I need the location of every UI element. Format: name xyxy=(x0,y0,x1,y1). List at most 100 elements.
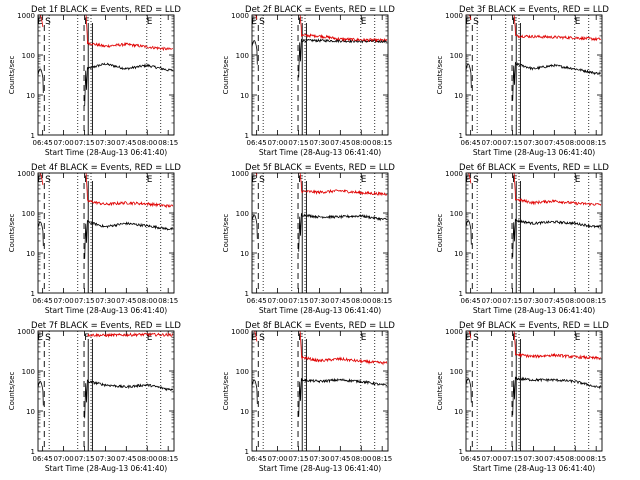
plot-frame xyxy=(37,172,175,294)
events-series-line xyxy=(512,62,602,101)
events-series-line xyxy=(298,213,388,252)
event-marker-label: S xyxy=(473,333,479,343)
y-axis-label: Counts/sec xyxy=(222,56,230,95)
y-axis-label: Counts/sec xyxy=(222,214,230,253)
x-tick-label: 07:30 xyxy=(309,297,329,305)
panel-det-7: Det 7f BLACK = Events, RED = LLD Counts/s… xyxy=(8,321,181,473)
panel-det-3: Det 3f BLACK = Events, RED = LLD Counts/s… xyxy=(436,5,609,157)
event-marker-label: E xyxy=(575,333,581,343)
x-tick-label: 08:15 xyxy=(158,297,178,305)
x-tick-label: 08:15 xyxy=(158,139,178,147)
x-tick-label: 07:15 xyxy=(74,139,94,147)
event-marker-label: E xyxy=(251,17,257,27)
event-marker-label: S xyxy=(259,17,265,27)
x-tick-label: 07:15 xyxy=(502,455,522,463)
x-tick-label: 07:45 xyxy=(116,297,136,305)
x-tick-label: 07:00 xyxy=(267,139,287,147)
event-marker-label: E xyxy=(37,333,43,343)
y-axis-label: Counts/sec xyxy=(436,56,444,95)
plot-frame xyxy=(251,14,389,136)
x-tick-label: 07:30 xyxy=(95,455,115,463)
x-tick-label: 07:00 xyxy=(53,297,73,305)
event-marker-label: E xyxy=(147,333,153,343)
x-tick-label: 06:45 xyxy=(461,455,481,463)
y-axis-label: Counts/sec xyxy=(436,214,444,253)
x-axis-label: Start Time (28-Aug-13 06:41:40) xyxy=(473,306,595,315)
x-tick-label: 07:00 xyxy=(53,455,73,463)
lld-series-line xyxy=(298,172,388,197)
events-series-line xyxy=(84,220,173,259)
y-tick-label: 1 xyxy=(459,290,463,298)
x-axis-label: Start Time (28-Aug-13 06:41:40) xyxy=(45,148,167,157)
event-marker-label: E xyxy=(361,333,367,343)
events-series-line xyxy=(37,68,44,94)
x-tick-label: 08:15 xyxy=(372,139,392,147)
y-tick-label: 1 xyxy=(459,448,463,456)
x-tick-label: 07:15 xyxy=(288,139,308,147)
x-tick-label: 07:15 xyxy=(502,297,522,305)
y-tick-label: 1 xyxy=(245,290,249,298)
y-tick-label: 100 xyxy=(450,52,463,60)
events-series-line xyxy=(512,218,602,258)
panel-title: Det 9f BLACK = Events, RED = LLD xyxy=(459,321,609,331)
x-tick-label: 07:30 xyxy=(95,139,115,147)
y-tick-label: 1000 xyxy=(231,328,249,336)
panel-title: Det 7f BLACK = Events, RED = LLD xyxy=(31,321,181,331)
panel-title: Det 6f BLACK = Events, RED = LLD xyxy=(459,163,609,173)
x-tick-label: 08:00 xyxy=(351,139,371,147)
x-tick-label: 07:45 xyxy=(330,297,350,305)
y-axis-label: Counts/sec xyxy=(8,214,16,253)
events-series-line xyxy=(251,39,258,65)
x-tick-label: 08:00 xyxy=(351,297,371,305)
x-tick-label: 07:00 xyxy=(53,139,73,147)
x-tick-label: 07:00 xyxy=(481,455,501,463)
lld-series-line xyxy=(512,172,602,206)
y-tick-label: 1 xyxy=(31,290,35,298)
x-tick-label: 07:15 xyxy=(288,297,308,305)
events-series-line xyxy=(465,63,472,89)
event-marker-label: E xyxy=(37,175,43,185)
x-tick-label: 07:30 xyxy=(523,455,543,463)
lld-series-line xyxy=(84,14,173,52)
lld-series-line xyxy=(512,330,602,361)
y-tick-label: 1 xyxy=(459,132,463,140)
panel-det-1: Det 1f BLACK = Events, RED = LLD Counts/s… xyxy=(8,5,181,157)
x-tick-label: 06:45 xyxy=(247,297,267,305)
events-series-line xyxy=(465,219,472,245)
event-marker-label: E xyxy=(361,17,367,27)
panel-title: Det 4f BLACK = Events, RED = LLD xyxy=(31,163,181,173)
x-tick-label: 08:15 xyxy=(158,455,178,463)
x-tick-label: 07:00 xyxy=(481,297,501,305)
y-tick-label: 1000 xyxy=(445,12,463,20)
event-marker-label: S xyxy=(259,333,265,343)
y-tick-label: 100 xyxy=(22,52,35,60)
x-axis-label: Start Time (28-Aug-13 06:41:40) xyxy=(45,306,167,315)
event-marker-label: S xyxy=(259,175,265,185)
x-tick-label: 08:15 xyxy=(372,297,392,305)
x-tick-label: 08:15 xyxy=(586,297,606,305)
y-tick-label: 1000 xyxy=(445,170,463,178)
panel-det-6: Det 6f BLACK = Events, RED = LLD Counts/s… xyxy=(436,163,609,315)
events-series-line xyxy=(251,214,258,239)
y-tick-label: 100 xyxy=(236,52,249,60)
x-axis-label: Start Time (28-Aug-13 06:41:40) xyxy=(45,464,167,473)
x-tick-label: 08:15 xyxy=(372,455,392,463)
y-tick-label: 100 xyxy=(450,210,463,218)
x-tick-label: 07:00 xyxy=(267,455,287,463)
x-tick-label: 08:00 xyxy=(137,297,157,305)
y-tick-label: 100 xyxy=(22,210,35,218)
lld-series-line xyxy=(512,14,602,42)
x-tick-label: 07:45 xyxy=(544,139,564,147)
x-tick-label: 08:00 xyxy=(565,297,585,305)
plot-frame xyxy=(465,172,603,294)
events-series-line xyxy=(84,62,173,106)
plot-frame xyxy=(37,330,175,452)
x-tick-label: 07:45 xyxy=(330,139,350,147)
x-tick-label: 06:45 xyxy=(33,139,53,147)
y-tick-label: 100 xyxy=(22,368,35,376)
y-axis-label: Counts/sec xyxy=(436,372,444,411)
x-tick-label: 07:15 xyxy=(74,455,94,463)
x-tick-label: 06:45 xyxy=(461,297,481,305)
y-tick-label: 1000 xyxy=(17,328,35,336)
